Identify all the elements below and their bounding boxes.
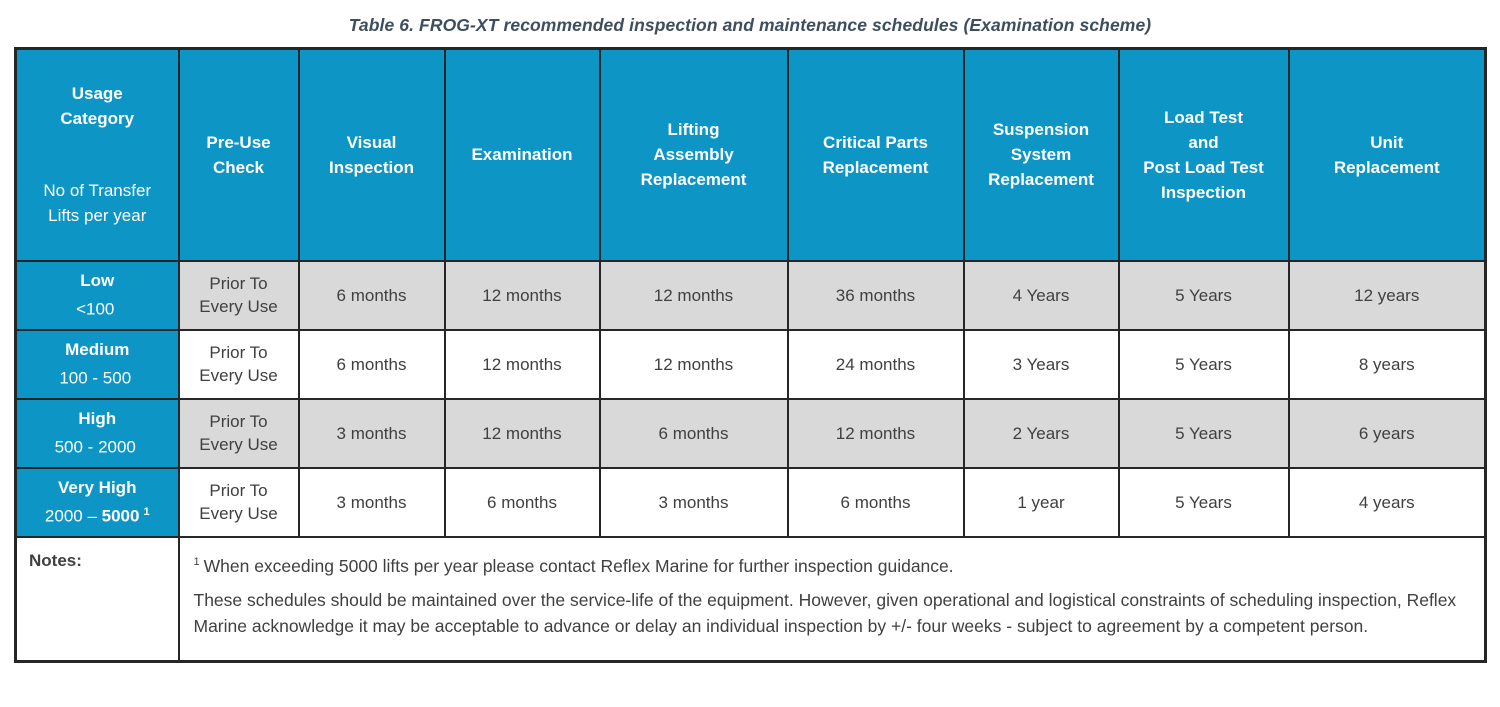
schedule-cell: Prior To Every Use	[177, 259, 300, 331]
schedule-cell: 2 Years	[962, 397, 1120, 469]
schedule-cell: 6 months	[786, 466, 965, 538]
row-category-very-high: Very High 2000 – 5000 1	[14, 466, 180, 538]
usage-category-subtitle: No of Transfer Lifts per year	[43, 181, 152, 226]
header-row: Usage Category No of Transfer Lifts per …	[14, 47, 1487, 262]
note-2: These schedules should be maintained ove…	[193, 590, 1457, 637]
schedule-cell: 6 months	[598, 397, 789, 469]
schedule-cell: 5 Years	[1117, 466, 1290, 538]
category-name: Medium	[65, 339, 130, 359]
schedule-cell: 12 months	[443, 397, 601, 469]
col-header-examination: Examination	[443, 47, 601, 262]
col-header-unit-replacement: Unit Replacement	[1287, 47, 1487, 262]
schedule-cell: 1 year	[962, 466, 1120, 538]
schedule-cell: 3 Years	[962, 328, 1120, 400]
schedule-cell: 5 Years	[1117, 259, 1290, 331]
schedule-cell: 36 months	[786, 259, 965, 331]
table-row-medium: Medium 100 - 500 Prior To Every Use 6 mo…	[14, 328, 1487, 400]
schedule-cell: 6 years	[1287, 397, 1487, 469]
category-range: 100 - 500	[59, 368, 132, 388]
row-category-medium: Medium 100 - 500	[14, 328, 180, 400]
notes-content: 1 When exceeding 5000 lifts per year plea…	[177, 535, 1487, 663]
schedule-cell: 5 Years	[1117, 397, 1290, 469]
category-name: Very High	[58, 477, 137, 497]
table-row-very-high: Very High 2000 – 5000 1 Prior To Every Us…	[14, 466, 1487, 538]
category-range: <100	[76, 299, 115, 319]
category-range: 2000 – 5000 1	[44, 505, 150, 526]
schedule-cell: 12 months	[786, 397, 965, 469]
row-category-low: Low <100	[14, 259, 180, 331]
notes-label: Notes:	[14, 535, 180, 663]
col-header-visual-inspection: Visual Inspection	[297, 47, 446, 262]
category-name: High	[78, 408, 117, 428]
col-header-usage-category: Usage Category No of Transfer Lifts per …	[14, 47, 180, 262]
schedule-cell: 3 months	[297, 397, 446, 469]
note-1: 1 When exceeding 5000 lifts per year plea…	[193, 555, 954, 576]
schedule-cell: Prior To Every Use	[177, 397, 300, 469]
schedule-cell: 3 months	[598, 466, 789, 538]
schedule-cell: 6 months	[297, 328, 446, 400]
schedule-cell: 12 years	[1287, 259, 1487, 331]
usage-category-title: Usage Category	[60, 84, 135, 129]
schedule-cell: Prior To Every Use	[177, 328, 300, 400]
maintenance-schedule-table: Usage Category No of Transfer Lifts per …	[14, 47, 1487, 663]
schedule-cell: 3 months	[297, 466, 446, 538]
notes-row: Notes: 1 When exceeding 5000 lifts per ye…	[14, 535, 1487, 663]
page-title: Table 6. FROG-XT recommended inspection …	[348, 15, 1152, 35]
col-header-lifting-assembly-replacement: Lifting Assembly Replacement	[598, 47, 789, 262]
schedule-cell: 12 months	[443, 328, 601, 400]
col-header-pre-use-check: Pre-Use Check	[177, 47, 300, 262]
footnote-marker: 1	[193, 555, 200, 568]
schedule-cell: 4 Years	[962, 259, 1120, 331]
table-row-low: Low <100 Prior To Every Use 6 months 12 …	[14, 259, 1487, 331]
col-header-load-test: Load Test and Post Load Test Inspection	[1117, 47, 1290, 262]
schedule-cell: Prior To Every Use	[177, 466, 300, 538]
schedule-cell: 4 years	[1287, 466, 1487, 538]
category-name: Low	[80, 270, 115, 290]
row-category-high: High 500 - 2000	[14, 397, 180, 469]
schedule-cell: 12 months	[443, 259, 601, 331]
category-range: 500 - 2000	[54, 437, 136, 457]
schedule-cell: 24 months	[786, 328, 965, 400]
table-row-high: High 500 - 2000 Prior To Every Use 3 mon…	[14, 397, 1487, 469]
col-header-critical-parts-replacement: Critical Parts Replacement	[786, 47, 965, 262]
col-header-suspension-system-replacement: Suspension System Replacement	[962, 47, 1120, 262]
schedule-cell: 6 months	[297, 259, 446, 331]
footnote-marker: 1	[143, 505, 150, 518]
schedule-cell: 6 months	[443, 466, 601, 538]
schedule-cell: 12 months	[598, 259, 789, 331]
schedule-cell: 8 years	[1287, 328, 1487, 400]
schedule-cell: 5 Years	[1117, 328, 1290, 400]
schedule-cell: 12 months	[598, 328, 789, 400]
